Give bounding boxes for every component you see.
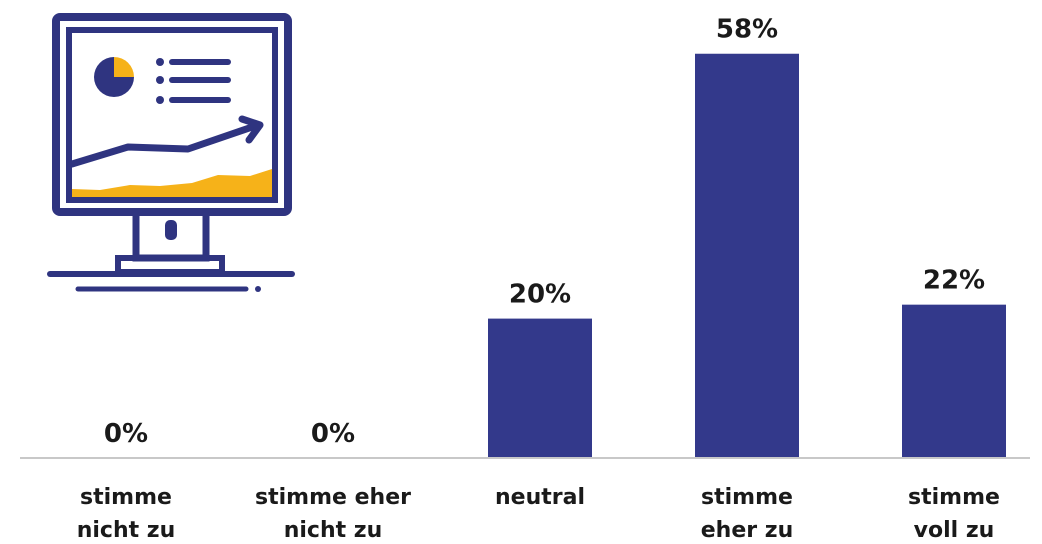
- category-label-1: stimme eher nicht zu: [255, 485, 411, 543]
- category-label-2: neutral: [495, 485, 585, 510]
- category-label-4: stimme voll zu: [908, 485, 1000, 543]
- value-label-3: 58%: [716, 15, 778, 45]
- monitor-dashboard-icon: [47, 13, 295, 292]
- category-label-0: stimme nicht zu: [77, 485, 176, 543]
- bars-layer: [488, 53, 1006, 459]
- category-labels-layer: stimme nicht zu stimme eher nicht zu neutral…: [77, 485, 1000, 543]
- category-label-line: nicht zu: [77, 518, 176, 543]
- category-label-line: stimme: [908, 485, 1000, 510]
- category-label-3: stimme eher zu: [701, 485, 793, 543]
- category-label-line: nicht zu: [284, 518, 383, 543]
- bar-3: [695, 53, 799, 459]
- value-label-4: 22%: [923, 266, 985, 296]
- category-label-line: stimme: [701, 485, 793, 510]
- category-label-line: eher zu: [701, 518, 793, 543]
- category-label-line: neutral: [495, 485, 585, 510]
- value-labels-layer: 0% 0% 20% 58% 22%: [104, 15, 985, 449]
- value-label-0: 0%: [104, 419, 148, 449]
- category-label-line: voll zu: [914, 518, 995, 543]
- category-label-line: stimme eher: [255, 485, 411, 510]
- value-label-1: 0%: [311, 419, 355, 449]
- bar-4: [902, 304, 1006, 458]
- value-label-2: 20%: [509, 280, 571, 310]
- category-label-line: stimme: [80, 485, 172, 510]
- bar-2: [488, 318, 592, 458]
